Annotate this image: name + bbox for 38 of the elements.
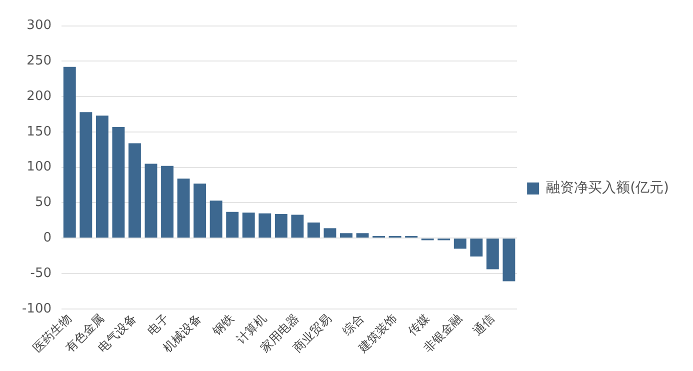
bar bbox=[356, 233, 369, 238]
y-tick-label: 0 bbox=[43, 230, 52, 246]
bar bbox=[80, 112, 92, 238]
bar bbox=[242, 212, 255, 238]
bar bbox=[470, 238, 483, 257]
bar bbox=[502, 238, 516, 282]
bar bbox=[128, 143, 141, 238]
bar bbox=[96, 116, 108, 238]
bar bbox=[340, 233, 352, 238]
bar bbox=[226, 212, 239, 238]
bar bbox=[454, 238, 466, 249]
bar bbox=[274, 214, 288, 238]
x-tick-label: 电子 bbox=[144, 311, 172, 338]
bar bbox=[291, 214, 304, 238]
bar bbox=[144, 164, 158, 238]
bar bbox=[112, 127, 125, 238]
x-tick-label: 钢铁 bbox=[209, 311, 237, 339]
bar bbox=[210, 200, 222, 238]
y-tick-label: -100 bbox=[22, 301, 52, 316]
y-tick-label: 150 bbox=[26, 124, 52, 140]
bar bbox=[307, 222, 320, 238]
bar bbox=[324, 228, 336, 238]
y-tick-label: -50 bbox=[30, 266, 52, 281]
bar bbox=[258, 213, 272, 238]
bar bbox=[486, 238, 499, 270]
y-tick-label: 100 bbox=[26, 160, 52, 175]
y-tick-label: 50 bbox=[34, 195, 52, 210]
bar bbox=[194, 184, 206, 238]
x-tick-label: 综合 bbox=[340, 311, 367, 338]
y-tick-label: 250 bbox=[26, 54, 52, 69]
bar bbox=[177, 178, 190, 238]
y-tick-label: 300 bbox=[26, 18, 52, 34]
legend-label: 融资净买入额(亿元) bbox=[546, 180, 670, 196]
x-tick-label: 传媒 bbox=[405, 311, 432, 338]
x-tick-label: 通信 bbox=[470, 311, 497, 338]
bar bbox=[161, 166, 174, 238]
bar bbox=[63, 66, 76, 238]
y-tick-label: 200 bbox=[26, 88, 52, 104]
